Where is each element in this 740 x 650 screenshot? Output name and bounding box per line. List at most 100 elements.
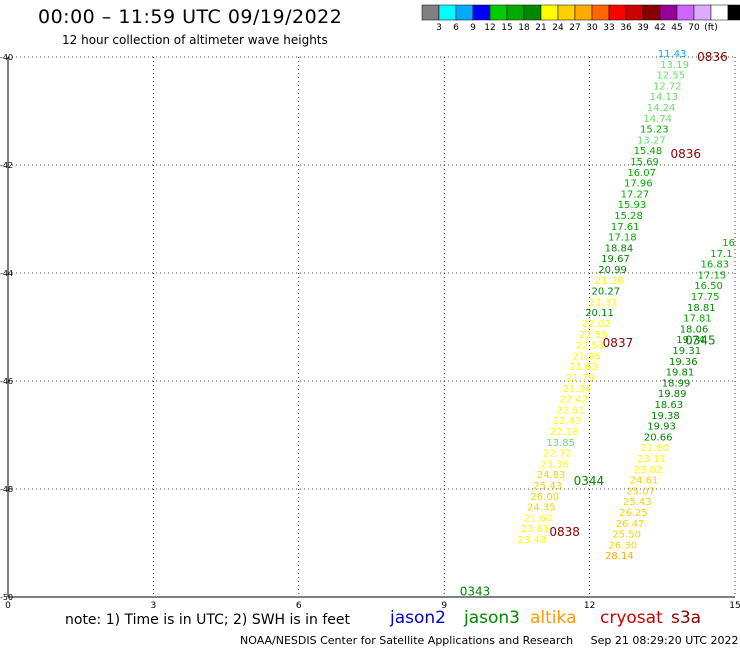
x-tick-label: 6: [296, 601, 302, 611]
time-label: 0838: [549, 525, 580, 539]
swh-value-label: 26.30: [608, 540, 637, 551]
colorbar-tick-label: 33: [603, 23, 614, 33]
swh-value-label: 20.27: [591, 287, 620, 298]
legend-altika: altika: [530, 608, 577, 628]
swh-value-label: 21.96: [572, 351, 601, 362]
swh-value-label: 21.31: [589, 297, 618, 308]
swh-value-label: 19.74: [676, 335, 705, 346]
series-s3a: 11.4313.1912.5512.7214.1314.2414.7415.23…: [517, 49, 689, 546]
units-note: note: 1) Time is in UTC; 2) SWH is in fe…: [65, 612, 351, 628]
swh-value-label: 15.28: [614, 211, 643, 222]
swh-value-label: 25.43: [623, 497, 652, 508]
swh-value-label: 17.18: [608, 233, 637, 244]
swh-value-label: 21.34: [562, 384, 591, 395]
swh-value-label: 22.59: [579, 330, 608, 341]
swh-value-label: 20.11: [585, 308, 614, 319]
swh-value-label: 19.67: [601, 254, 630, 265]
swh-value-label: 13.85: [546, 438, 575, 449]
footer-timestamp: Sep 21 08:29:20 UTC 2022: [590, 634, 739, 647]
swh-value-label: 15.93: [618, 200, 647, 211]
legend-jason2: jason2: [390, 608, 446, 628]
swh-value-label: 22.72: [543, 449, 572, 460]
x-tick-label: 0: [5, 601, 11, 611]
colorbar-tick-label: (ft): [704, 23, 718, 33]
colorbar-tick-label: 15: [501, 23, 512, 33]
swh-value-label: 17.96: [624, 179, 653, 190]
swh-value-label: 26.25: [619, 508, 648, 519]
y-tick-label: -46: [0, 377, 13, 386]
series-jason3: 1617.116.8317.1516.5017.7518.8117.8118.0…: [605, 238, 735, 562]
swh-value-label: 19.89: [658, 389, 687, 400]
colorbar-tick-label: 27: [569, 23, 580, 33]
footer-credit: NOAA/NESDIS Center for Satellite Applica…: [240, 634, 739, 647]
legend-jason3: jason3: [464, 608, 520, 628]
time-label: 0344: [574, 474, 605, 488]
swh-value-label: 13.19: [660, 60, 689, 71]
swh-value-label: 16.50: [694, 281, 723, 292]
swh-value-label: 12.55: [656, 71, 685, 82]
y-tick-label: -48: [0, 485, 13, 494]
swh-value-label: 15.69: [630, 157, 659, 168]
swh-value-label: 23.02: [634, 465, 663, 476]
swh-value-label: 23.36: [540, 459, 569, 470]
y-tick-label: -44: [0, 269, 13, 278]
x-tick-label: 15: [729, 601, 740, 611]
x-tick-label: 12: [584, 601, 595, 611]
plot-frame: [7, 57, 735, 598]
swh-value-label: 14.24: [647, 103, 676, 114]
colorbar-tick-label: 45: [671, 23, 682, 33]
swh-value-label: 22.18: [550, 427, 579, 438]
swh-value-label: 21.36: [595, 276, 624, 287]
swh-value-label: 26.00: [530, 492, 559, 503]
swh-value-label: 23.61: [521, 524, 550, 535]
x-tick-label: 3: [151, 601, 157, 611]
time-label: 0345: [685, 334, 716, 348]
swh-value-label: 17.81: [683, 314, 712, 325]
wave-height-colorbar: 3 6 9 12 15 18 21 24 27 30 33 36 39 42 45 70 (ft): [421, 4, 740, 33]
swh-value-label: 16.07: [627, 168, 656, 179]
swh-value-label: 21.60: [640, 443, 669, 454]
colorbar-tick-label: 30: [586, 23, 598, 33]
swh-value-label: 18.63: [655, 400, 684, 411]
swh-value-label: 24.83: [537, 470, 566, 481]
swh-value-label: 21.60: [524, 513, 553, 524]
swh-value-label: 20.99: [598, 265, 627, 276]
swh-value-label: 18.84: [605, 243, 634, 254]
y-tick-label: -40: [0, 53, 13, 62]
colorbar-tick-label: 39: [637, 23, 649, 33]
swh-value-label: 18.99: [662, 378, 691, 389]
colorbar-swatch: [727, 4, 740, 21]
legend-cryosat: cryosat: [600, 608, 663, 628]
swh-value-label: 15.48: [634, 146, 663, 157]
colorbar-tick-label: 18: [518, 23, 530, 33]
legend-s3a: s3a: [671, 608, 702, 628]
y-tick-label: -50: [0, 593, 13, 602]
swh-value-label: 12.72: [653, 81, 682, 92]
colorbar-tick-label: 36: [620, 23, 632, 33]
swh-value-label: 14.13: [650, 92, 679, 103]
colorbar-tick-label: 21: [535, 23, 546, 33]
swh-value-label: 18.06: [680, 324, 709, 335]
time-label: 0836: [697, 50, 728, 64]
swh-value-label: 26.47: [616, 519, 645, 530]
swh-value-label: 22.53: [575, 341, 604, 352]
swh-value-label: 18.81: [687, 303, 716, 314]
swh-value-label: 19.81: [666, 368, 695, 379]
swh-value-label: 17.1: [710, 249, 732, 260]
swh-value-label: 20.66: [644, 432, 673, 443]
swh-value-label: 11.43: [658, 49, 687, 60]
x-tick-label: 9: [441, 601, 447, 611]
footer-source: NOAA/NESDIS Center for Satellite Applica…: [240, 634, 574, 647]
time-label: 0837: [603, 336, 634, 350]
swh-value-label: 16: [722, 238, 735, 249]
swh-value-label: 13.27: [637, 135, 666, 146]
swh-value-label: 16.83: [701, 260, 730, 271]
swh-value-label: 17.27: [621, 189, 650, 200]
swh-value-label: 25.07: [626, 486, 655, 497]
swh-value-label: 19.31: [672, 346, 701, 357]
chart-subtitle: 12 hour collection of altimeter wave hei…: [62, 33, 328, 47]
swh-value-label: 21.63: [569, 362, 598, 373]
colorbar-tick-label: 9: [470, 23, 476, 33]
swh-value-label: 22.42: [560, 395, 589, 406]
